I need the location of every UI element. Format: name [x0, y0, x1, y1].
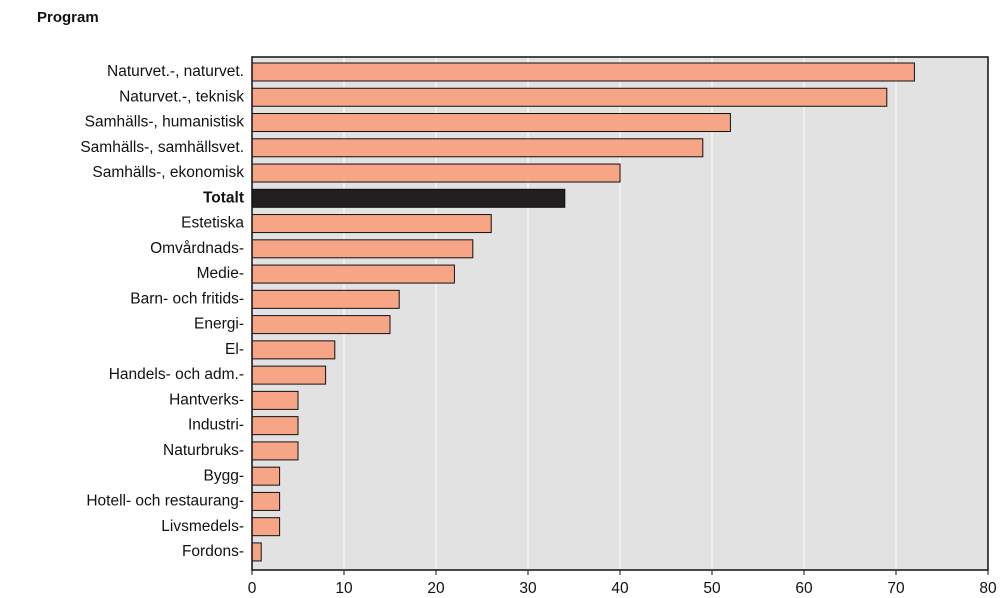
bar [251, 542, 262, 562]
x-tick-label: 20 [427, 580, 445, 597]
y-tick-label: Estetiska [181, 215, 244, 232]
y-tick-label: Totalt [203, 189, 244, 206]
bar [251, 264, 455, 284]
y-tick-label: Naturvet.-, teknisk [119, 88, 244, 105]
y-tick-label: Bygg- [204, 467, 245, 484]
bar [251, 340, 336, 360]
y-tick-label: Livsmedels- [161, 518, 244, 535]
x-tick-label: 70 [887, 580, 905, 597]
y-tick-label: Samhälls-, ekonomisk [92, 164, 244, 181]
bar [251, 113, 731, 133]
bar [251, 466, 281, 486]
y-tick-label: Energi- [194, 316, 244, 333]
y-tick-label: Samhälls-, humanistisk [85, 114, 245, 131]
bar [251, 315, 391, 335]
y-tick-label: Barn- och fritids- [130, 290, 244, 307]
x-tick-label: 50 [703, 580, 721, 597]
bar [251, 491, 281, 511]
bar [251, 416, 299, 436]
chart-title: Program [37, 9, 99, 26]
y-tick-label: Hotell- och restaurang- [86, 493, 244, 510]
bar [251, 62, 915, 82]
bar [251, 188, 566, 208]
y-tick-label: Naturvet.-, naturvet. [107, 63, 244, 80]
bar [251, 441, 299, 461]
bar [251, 239, 474, 259]
x-tick-label: 80 [979, 580, 997, 597]
bar [251, 390, 299, 410]
x-tick-label: 30 [519, 580, 537, 597]
x-tick-label: 0 [248, 580, 257, 597]
x-tick-label: 40 [611, 580, 629, 597]
y-tick-label: Naturbruks- [163, 442, 244, 459]
y-tick-label: El- [225, 341, 244, 358]
y-tick-label: Fordons- [182, 543, 244, 560]
y-tick-label: Omvårdnads- [150, 240, 244, 257]
bar [251, 517, 281, 537]
bar [251, 214, 492, 234]
bar [251, 365, 327, 385]
bar [251, 138, 704, 158]
bar [251, 87, 888, 107]
bar [251, 163, 621, 183]
x-tick-label: 60 [795, 580, 813, 597]
x-tick-label: 10 [335, 580, 353, 597]
y-tick-label: Samhälls-, samhällsvet. [80, 139, 244, 156]
y-tick-label: Handels- och adm.- [109, 366, 244, 383]
y-tick-label: Hantverks- [169, 391, 244, 408]
bar [251, 289, 400, 309]
y-tick-label: Industri- [188, 417, 244, 434]
y-tick-label: Medie- [197, 265, 244, 282]
